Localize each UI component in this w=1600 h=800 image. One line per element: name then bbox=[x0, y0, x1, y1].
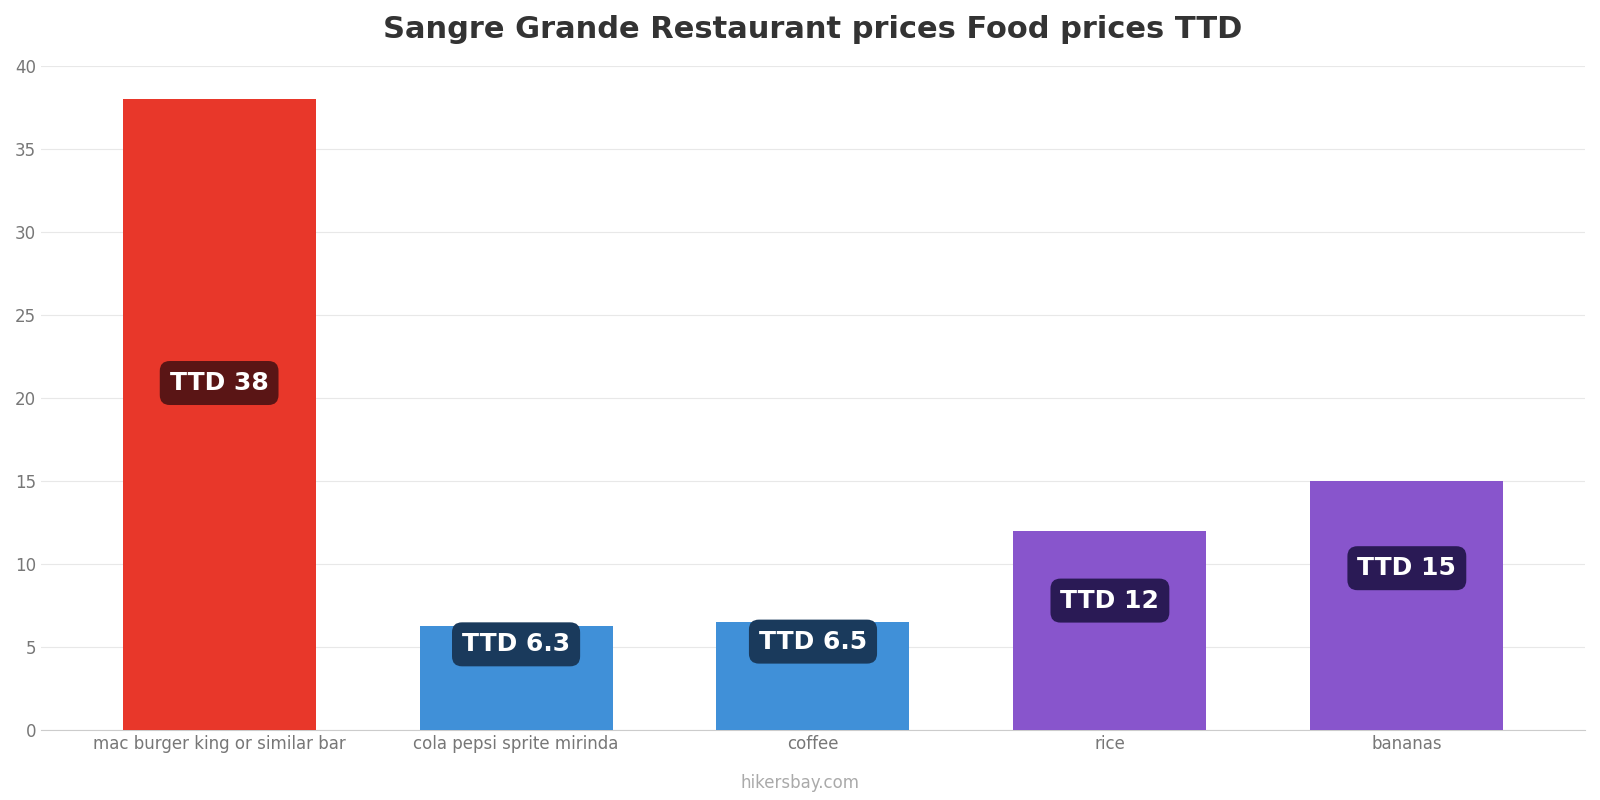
Text: TTD 6.3: TTD 6.3 bbox=[462, 632, 570, 656]
Bar bbox=[419, 626, 613, 730]
Text: TTD 6.5: TTD 6.5 bbox=[758, 630, 867, 654]
Text: TTD 38: TTD 38 bbox=[170, 371, 269, 395]
Text: hikersbay.com: hikersbay.com bbox=[741, 774, 859, 792]
Bar bbox=[1310, 481, 1504, 730]
Bar bbox=[123, 99, 315, 730]
Bar bbox=[717, 622, 909, 730]
Text: TTD 12: TTD 12 bbox=[1061, 589, 1160, 613]
Bar bbox=[1013, 531, 1206, 730]
Text: TTD 15: TTD 15 bbox=[1357, 556, 1456, 580]
Title: Sangre Grande Restaurant prices Food prices TTD: Sangre Grande Restaurant prices Food pri… bbox=[384, 15, 1243, 44]
